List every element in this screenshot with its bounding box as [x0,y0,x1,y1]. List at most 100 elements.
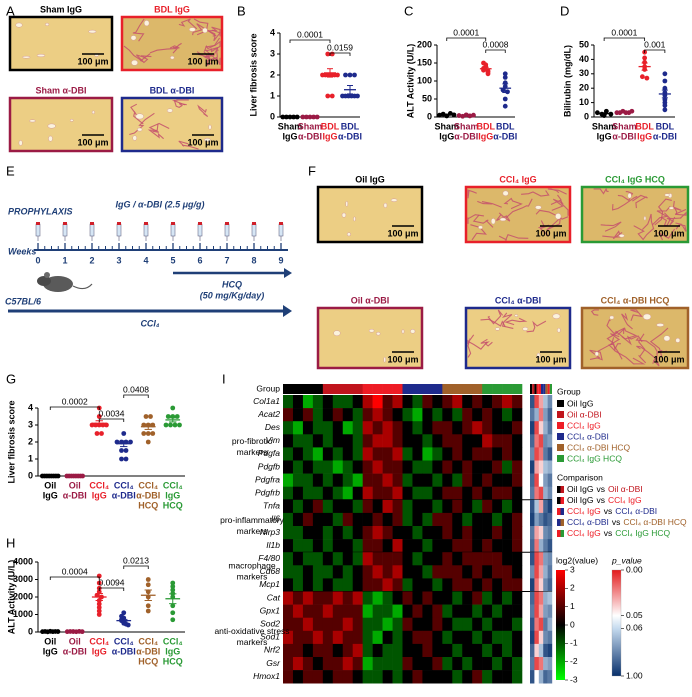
heatmap-cell [332,604,344,618]
p-value-cell [543,526,548,540]
p-value-cell [530,434,535,448]
comparison-bar-cell [547,384,550,394]
legend-swatch [557,508,561,515]
comparison-group: CCl₄ α-DBI HCQ [623,517,687,527]
syringe [62,223,68,237]
y-axis-label: Liver fibrosis score [6,400,16,483]
comparison-label: CCl₄ IgG vs CCl₄ IgG HCQ [567,528,671,538]
heatmap-cell [332,460,344,474]
colorbar [611,569,622,677]
heatmap-cell [472,643,483,658]
heatmap-cell [412,565,423,579]
y-tick-label: 2000 [13,591,33,601]
p-value-label: 0.0094 [99,577,125,587]
vessel [536,352,541,359]
fibrosis-septum [467,334,475,358]
heatmap-cell [352,591,363,605]
heatmap-cell [332,630,344,645]
histology-image [10,17,112,70]
heatmap-cell [512,434,523,448]
x-tick-label: α-DBI [112,490,136,500]
heatmap-cell [362,643,373,658]
legend-swatch [560,530,564,537]
heatmap-cell [362,539,373,553]
heatmap-cell [512,565,523,579]
fibrosis-septum [674,209,687,219]
heatmap-cell [452,630,463,645]
data-point [80,473,86,479]
heatmap-cell [462,512,473,527]
heatmap-cell [442,434,453,448]
heatmap-cell [292,526,304,540]
data-point [96,589,102,595]
heatmap-cell [372,395,383,409]
row-group-label: markers [237,572,268,582]
heatmap-cell [512,526,523,540]
heatmap-cell [432,486,443,501]
heatmap-cell [412,643,423,658]
vessel [522,327,529,331]
heatmap-cell [402,617,413,632]
heatmap-cell [362,591,373,605]
y-axis-label: Bilirubin (mg/dL) [562,45,572,117]
fibrosis-septum [178,18,198,30]
heatmap-cell [302,630,314,645]
p-value-cell [530,395,535,409]
heatmap-cell [432,473,443,487]
heatmap-cell [352,552,363,566]
y-tick-label: 40 [579,54,589,64]
gene-label: Gpx1 [260,605,281,615]
heatmap-cell [342,591,354,605]
heatmap-cell [302,539,314,553]
p-value-cell [538,408,544,422]
heatmap-cell [432,526,443,540]
comparison-vs: vs [604,528,613,538]
heatmap-cell [462,643,473,658]
heatmap-cell [392,526,403,540]
heatmap-cell [352,395,363,409]
heatmap-cell [302,526,314,540]
heatmap-cell [292,604,304,618]
p-value-cell [547,512,553,527]
heatmap-cell [382,395,393,409]
heatmap-cell [472,604,483,618]
fibrosis-septum [197,104,209,117]
data-point [94,431,100,436]
heatmap-cell [512,617,523,632]
heatmap-cell [462,421,473,435]
fibrosis-septum [621,313,633,330]
fibrosis-septum [467,189,477,199]
fibrosis-septum [480,338,493,347]
heatmap-cell [362,408,373,422]
significance-bracket [49,406,100,410]
row-group-label: markers [237,447,268,457]
scale-bar-label: 100 μm [77,56,108,66]
heatmap-cell [432,421,443,435]
syringe-plunger [252,222,256,225]
data-point [502,103,508,109]
heatmap-cell [492,643,503,658]
heatmap-cell [442,578,453,592]
heatmap-cell [472,657,483,671]
heatmap-cell [292,670,304,684]
heatmap-cell [482,591,493,605]
gene-label: Il1b [266,540,280,550]
p-value-cell [530,565,535,579]
data-point [502,71,508,77]
heatmap-cell [362,499,373,514]
heatmap-cell [492,434,503,448]
p-value-cell [530,473,535,487]
vessel [668,206,674,210]
y-tick-label: 0 [270,111,275,121]
comparison-group: Oil IgG [567,484,593,494]
heatmap-cell [352,670,363,684]
x-tick-label: HCQ [138,656,158,666]
fibrosis-septum [547,188,567,195]
heatmap-cell [292,591,304,605]
fibrosis-septum [477,200,502,208]
heatmap-cell [442,630,453,645]
heatmap-cell [342,539,354,553]
heatmap-cell [322,395,334,409]
y-tick-label: 4 [270,27,275,37]
group-bar-cell [352,384,363,394]
